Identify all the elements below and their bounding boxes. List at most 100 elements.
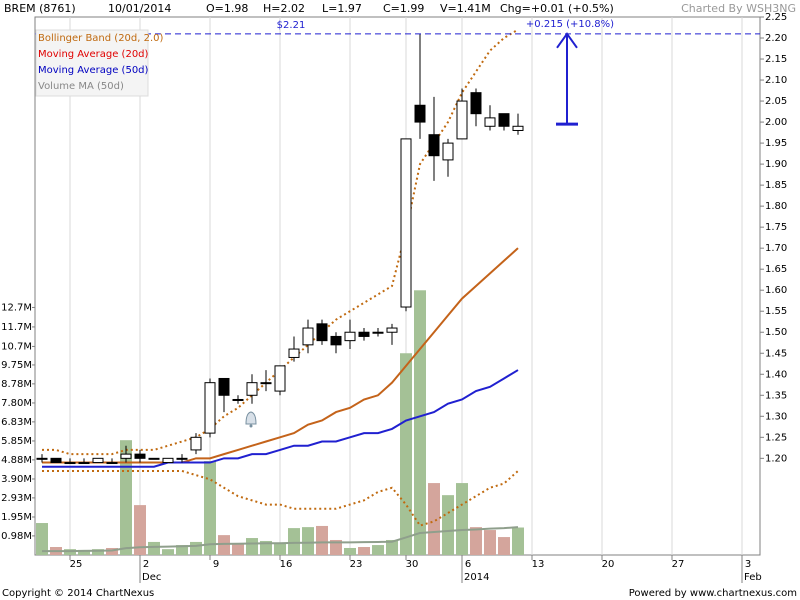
series-line bbox=[42, 526, 519, 553]
candle-body bbox=[372, 331, 384, 334]
y2-tick-label: 11.7M bbox=[1, 322, 32, 333]
y2-tick-label: 9.75M bbox=[1, 360, 32, 371]
y-tick-label: 1.85 bbox=[765, 180, 787, 191]
candle-body bbox=[330, 335, 342, 346]
y2-tick-label: 2.93M bbox=[1, 493, 32, 504]
candle-body bbox=[316, 323, 328, 342]
y2-tick-label: 12.7M bbox=[1, 302, 32, 313]
legend-entry: Moving Average (20d) bbox=[38, 49, 149, 60]
volume-bar bbox=[428, 483, 440, 555]
alert-icon bbox=[245, 411, 257, 428]
legend-entry: Moving Average (50d) bbox=[38, 65, 149, 76]
candle-body bbox=[470, 92, 482, 115]
volume-bar bbox=[302, 527, 314, 555]
candle-body bbox=[218, 377, 230, 396]
x-tick-label: 6 bbox=[465, 559, 471, 570]
volume-bar bbox=[78, 549, 90, 555]
volume-bar bbox=[442, 495, 454, 555]
y2-tick-label: 10.7M bbox=[1, 341, 32, 352]
candle-body bbox=[134, 453, 146, 459]
y-tick-label: 1.70 bbox=[765, 243, 787, 254]
y-tick-label: 1.20 bbox=[765, 453, 787, 464]
volume-bar bbox=[120, 440, 132, 555]
x-tick-label: 30 bbox=[406, 559, 419, 570]
candle-body bbox=[50, 457, 62, 464]
volume-bar bbox=[344, 547, 356, 555]
y2-tick-label: 1.95M bbox=[1, 512, 32, 523]
volume-bar bbox=[316, 525, 328, 555]
volume-bar bbox=[372, 545, 384, 555]
y2-tick-label: 3.90M bbox=[1, 474, 32, 485]
volume-bar bbox=[386, 539, 398, 555]
y2-tick-label: 8.78M bbox=[1, 379, 32, 390]
volume-bar bbox=[456, 483, 468, 555]
candle-body bbox=[512, 125, 524, 131]
volume-bar bbox=[218, 535, 230, 555]
volume-bar bbox=[400, 353, 412, 555]
credit: Charted By WSH3NG bbox=[681, 2, 796, 15]
change-label: +0.215 (+10.8%) bbox=[526, 19, 614, 30]
x-tick-label: 23 bbox=[350, 559, 363, 570]
candle-body bbox=[148, 457, 160, 460]
candle-body bbox=[288, 348, 300, 358]
candle-body bbox=[176, 457, 188, 460]
candle-body bbox=[400, 138, 412, 308]
x-tick-label: 13 bbox=[532, 559, 545, 570]
volume-bar bbox=[92, 549, 104, 555]
x-tick-label: 9 bbox=[213, 559, 219, 570]
candle-body bbox=[358, 331, 370, 337]
y2-tick-label: 0.98M bbox=[1, 531, 32, 542]
legend-entry: Volume MA (50d) bbox=[38, 81, 124, 92]
candle-body bbox=[232, 398, 244, 401]
volume-bar bbox=[498, 537, 510, 555]
candle-body bbox=[386, 327, 398, 333]
y-tick-label: 2.05 bbox=[765, 96, 787, 107]
y2-tick-label: 5.85M bbox=[1, 436, 32, 447]
x-tick-label: 20 bbox=[602, 559, 615, 570]
volume-bar bbox=[260, 540, 272, 555]
y2-tick-label: 6.83M bbox=[1, 417, 32, 428]
candle-body bbox=[442, 142, 454, 161]
legend: Bollinger Band (20d, 2.0) Moving Average … bbox=[35, 29, 164, 97]
volume-bar bbox=[190, 541, 202, 555]
band-lower bbox=[42, 469, 519, 527]
y-tick-label: 2.25 bbox=[765, 12, 787, 23]
y-tick-label: 1.75 bbox=[765, 222, 787, 233]
volume-bar bbox=[484, 530, 496, 555]
chart-title: BREM (8761) bbox=[4, 2, 76, 15]
candle-body bbox=[484, 117, 496, 127]
candle-body bbox=[260, 382, 272, 385]
candle-body bbox=[246, 382, 258, 396]
candle-body bbox=[64, 462, 76, 465]
y2-tick-label: 7.80M bbox=[1, 398, 32, 409]
y2-tick-label: 4.88M bbox=[1, 455, 32, 466]
y-tick-label: 1.60 bbox=[765, 285, 787, 296]
candle-body bbox=[78, 462, 90, 465]
candle-body bbox=[456, 100, 468, 140]
series-line bbox=[42, 247, 519, 464]
y-tick-label: 1.45 bbox=[765, 348, 787, 359]
legend-entry: Bollinger Band (20d, 2.0) bbox=[38, 33, 164, 44]
volume-bar bbox=[358, 547, 370, 555]
y-tick-label: 2.00 bbox=[765, 117, 787, 128]
y-tick-label: 1.65 bbox=[765, 264, 787, 275]
y-tick-label: 1.30 bbox=[765, 411, 787, 422]
volume-bar bbox=[274, 543, 286, 555]
quote-field: Chg=+0.01 (+0.5%) bbox=[500, 2, 614, 15]
volume-bar bbox=[148, 541, 160, 555]
plot-frame bbox=[34, 16, 761, 556]
quote-field: H=2.02 bbox=[263, 2, 305, 15]
month-label: Feb bbox=[744, 572, 762, 583]
y-tick-label: 1.25 bbox=[765, 432, 787, 443]
y-tick-label: 1.50 bbox=[765, 327, 787, 338]
candle-body bbox=[498, 113, 510, 127]
candle-body bbox=[428, 134, 440, 157]
y-tick-label: 1.80 bbox=[765, 201, 787, 212]
volume-bar bbox=[232, 543, 244, 555]
quote-field: O=1.98 bbox=[206, 2, 248, 15]
legend-box bbox=[35, 29, 149, 97]
candle-body bbox=[190, 436, 202, 451]
volume-bar bbox=[512, 527, 524, 555]
